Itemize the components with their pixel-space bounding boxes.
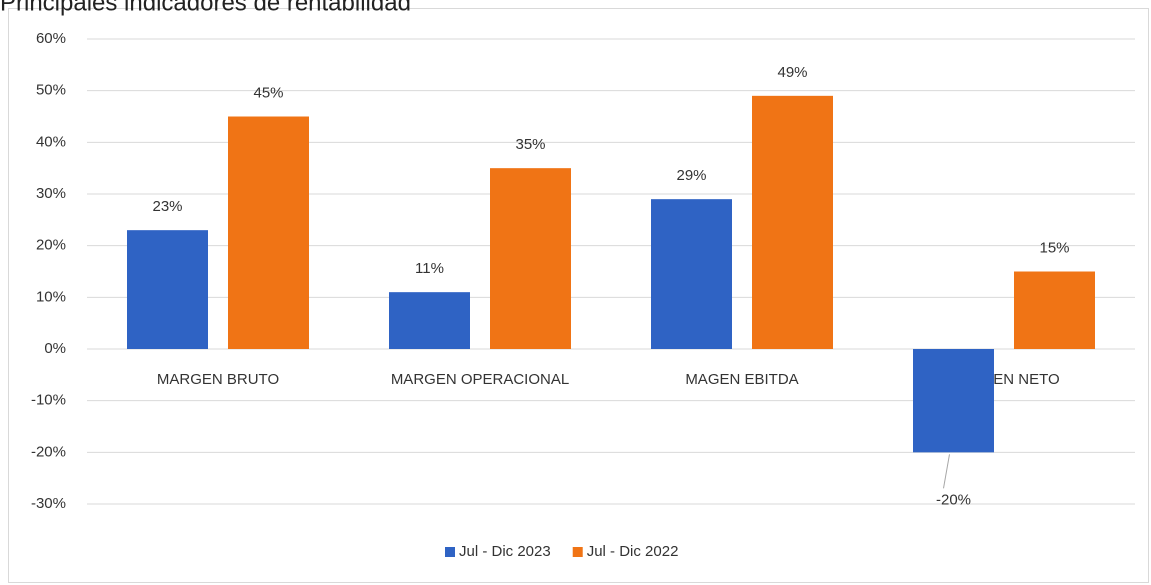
data-label: 23% <box>152 198 182 215</box>
data-label: 15% <box>1039 239 1069 256</box>
y-tick-label: 10% <box>36 288 66 305</box>
legend-label: Jul - Dic 2022 <box>587 543 679 560</box>
data-label: 29% <box>676 167 706 184</box>
data-label: -20% <box>936 491 971 508</box>
y-tick-label: 30% <box>36 185 66 202</box>
y-tick-label: 50% <box>36 82 66 99</box>
data-label: 45% <box>253 84 283 101</box>
y-tick-label: -30% <box>31 495 66 512</box>
y-tick-label: -10% <box>31 392 66 409</box>
y-tick-label: 40% <box>36 133 66 150</box>
legend-label: Jul - Dic 2023 <box>459 543 551 560</box>
bar <box>651 199 732 349</box>
y-tick-label: -20% <box>31 443 66 460</box>
data-label: 49% <box>777 64 807 81</box>
x-tick-label: MARGEN OPERACIONAL <box>391 371 569 388</box>
data-label: 11% <box>415 260 444 277</box>
leader-line <box>943 454 950 489</box>
bar <box>127 230 208 349</box>
bar <box>389 292 470 349</box>
y-tick-label: 60% <box>36 30 66 47</box>
chart-title: Principales indicadores de rentabilidad <box>0 0 411 16</box>
data-label: 35% <box>515 136 545 153</box>
legend-swatch <box>572 547 583 557</box>
chart-border <box>8 8 1149 583</box>
y-tick-label: 0% <box>44 340 66 357</box>
x-tick-label: MAGEN EBITDA <box>685 371 798 388</box>
bar <box>228 116 309 349</box>
bar <box>1014 271 1095 349</box>
x-tick-label: MARGEN BRUTO <box>157 371 279 388</box>
bar <box>752 95 833 349</box>
bar <box>490 168 571 349</box>
y-tick-label: 20% <box>36 237 66 254</box>
bar <box>913 349 994 453</box>
legend-swatch <box>445 547 455 557</box>
